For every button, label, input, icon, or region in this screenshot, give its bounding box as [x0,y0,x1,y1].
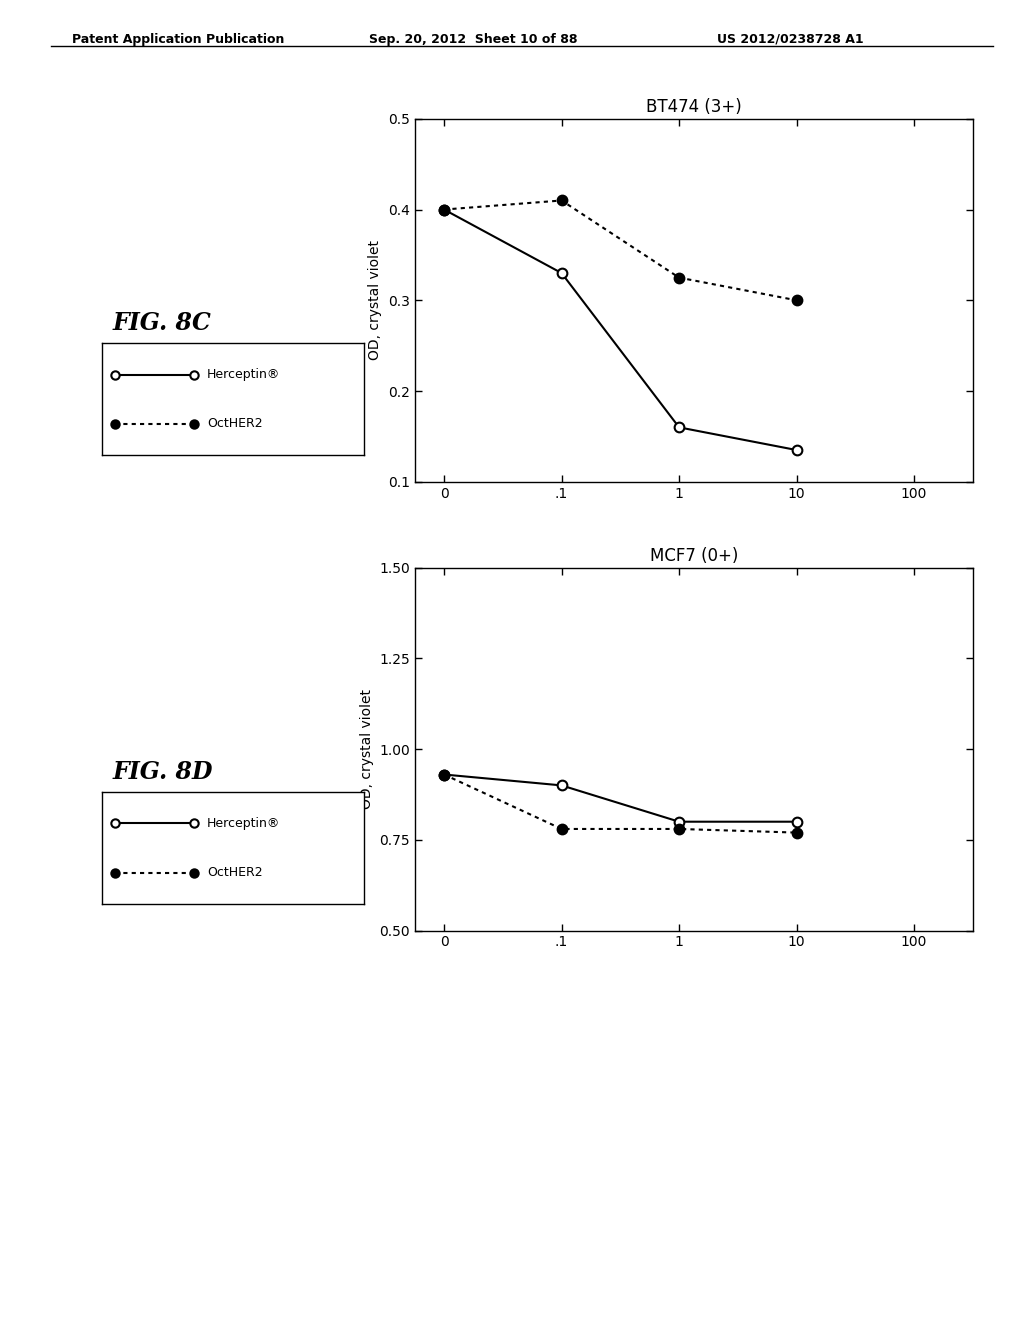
Text: Patent Application Publication: Patent Application Publication [72,33,284,46]
Title: BT474 (3+): BT474 (3+) [646,98,741,116]
Text: FIG. 8D: FIG. 8D [113,760,213,784]
Text: Sep. 20, 2012  Sheet 10 of 88: Sep. 20, 2012 Sheet 10 of 88 [369,33,578,46]
Text: FIG. 8C: FIG. 8C [113,312,211,335]
Text: Herceptin®: Herceptin® [207,817,281,830]
Y-axis label: OD, crystal violet: OD, crystal violet [359,689,374,809]
Text: Herceptin®: Herceptin® [207,368,281,381]
Title: MCF7 (0+): MCF7 (0+) [649,546,738,565]
Text: OctHER2: OctHER2 [207,417,262,430]
Y-axis label: OD, crystal violet: OD, crystal violet [369,240,382,360]
Text: US 2012/0238728 A1: US 2012/0238728 A1 [717,33,863,46]
Text: OctHER2: OctHER2 [207,866,262,879]
